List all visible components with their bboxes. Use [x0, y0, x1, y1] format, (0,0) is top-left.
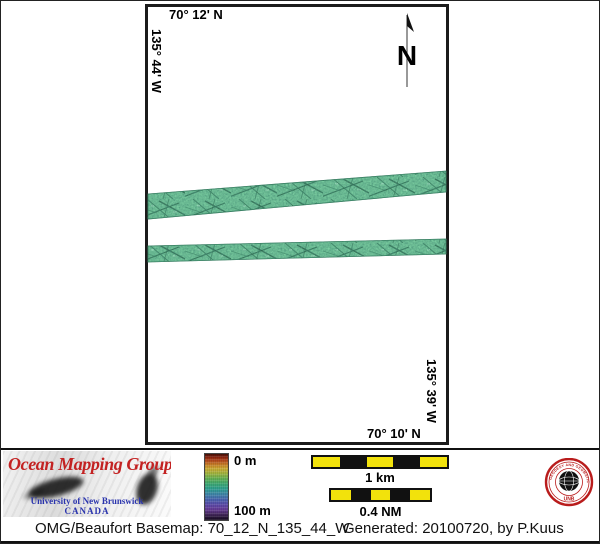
seal-unb-text: UNB — [564, 497, 575, 503]
depth-max-label: 100 m — [234, 503, 271, 518]
bottom-border — [1, 541, 599, 543]
north-arrow-label: N — [397, 40, 417, 71]
scalebar-nm-label: 0.4 NM — [359, 504, 402, 519]
bottom-panel: Ocean Mapping Group University of New Br… — [1, 450, 599, 541]
caption-basemap: OMG/Beaufort Basemap: 70_12_N_135_44_W — [35, 520, 350, 537]
scalebar-km — [311, 455, 449, 469]
label-top-latitude: 70° 12' N — [169, 7, 223, 22]
panel-divider — [1, 448, 599, 450]
depth-min-label: 0 m — [234, 453, 257, 468]
scalebar-km-label: 1 km — [365, 470, 395, 485]
omg-logo-title: Ocean Mapping Group — [8, 454, 171, 474]
depth-colorbar — [204, 453, 229, 521]
omg-logo-country: CANADA — [64, 506, 110, 516]
caption-generated: Generated: 20100720, by P.Kuus — [343, 520, 564, 537]
north-arrow: N — [397, 13, 417, 87]
label-right-longitude: 135° 39' W — [424, 359, 439, 423]
label-bottom-latitude: 70° 10' N — [367, 426, 421, 441]
omg-logo-university: University of New Brunswick — [30, 496, 144, 506]
map-frame — [145, 4, 449, 445]
north-arrow-head — [407, 13, 414, 32]
omg-logo: Ocean Mapping Group University of New Br… — [3, 451, 171, 517]
caption-row: OMG/Beaufort Basemap: 70_12_N_135_44_W G… — [1, 520, 599, 540]
scalebar-nm — [329, 488, 432, 502]
unb-geomatics-seal: GEODESY AND GEOMATICS ENGINEERING UNB — [544, 458, 594, 507]
label-left-longitude: 135° 44' W — [149, 29, 164, 93]
